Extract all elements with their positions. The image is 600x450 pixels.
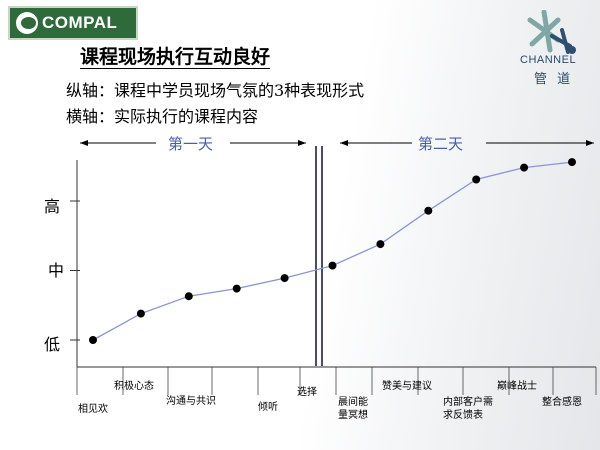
compal-logo-icon — [16, 12, 38, 34]
data-point — [280, 274, 289, 283]
y-level-mid: 中 — [48, 261, 65, 280]
data-point — [328, 261, 337, 270]
compal-logo-text: COMPAL — [42, 13, 118, 32]
data-point — [472, 175, 481, 184]
slide-title: 课程现场执行互动良好 — [80, 46, 271, 69]
x-category-label-line: 量冥想 — [338, 410, 368, 421]
data-point — [232, 284, 241, 293]
x-category-label: 选择 — [297, 386, 317, 399]
x-category-label-line: 积极心态 — [114, 381, 154, 392]
x-category-label-line: 内部客户需 — [443, 397, 493, 408]
x-category-label: 内部客户需 求反馈表 — [443, 396, 493, 422]
x-category-label: 沟通与共识 — [166, 395, 216, 408]
x-category-label: 整合感恩 — [542, 396, 582, 409]
series-line — [92, 161, 573, 341]
data-point — [376, 240, 385, 249]
day-two-arrowhead-right — [586, 140, 594, 146]
day-one-arrowhead-right — [298, 140, 306, 146]
data-point — [89, 336, 97, 344]
x-category-label: 晨间能 量冥想 — [338, 396, 368, 422]
y-level-high: 高 — [44, 197, 61, 216]
x-category-label: 相见欢 — [78, 403, 108, 416]
channel-logo-text: CHANNEL — [520, 54, 577, 66]
compal-logo: COMPAL — [8, 6, 138, 40]
day-one-label: 第一天 — [168, 135, 214, 153]
day-two-label: 第二天 — [418, 135, 464, 153]
day-two-arrowhead-left — [340, 140, 348, 146]
data-point — [136, 309, 145, 318]
x-category-label-line: 相见欢 — [78, 404, 108, 415]
channel-logo-cn-text: 管 道 — [534, 72, 574, 87]
x-category-label-line: 沟通与共识 — [166, 396, 216, 407]
x-category-label: 倾听 — [258, 401, 278, 414]
data-point — [184, 292, 193, 301]
x-category-label-line: 倾听 — [258, 402, 278, 413]
x-axis-description: 横轴：实际执行的课程内容 — [66, 107, 259, 126]
channel-logo: CHANNEL 管 道 — [518, 10, 598, 90]
x-category-label-line: 赞美与建议 — [382, 381, 432, 392]
data-point — [568, 158, 576, 167]
x-category-label: 积极心态 — [114, 380, 154, 393]
channel-logo-mark-icon — [527, 10, 576, 54]
y-level-low: 低 — [44, 335, 61, 354]
x-category-label-line: 选择 — [297, 387, 317, 398]
data-point — [424, 206, 433, 215]
x-category-label-line: 晨间能 — [338, 397, 368, 408]
day-one-arrowhead-left — [80, 140, 88, 146]
x-category-label-line: 巅峰战士 — [497, 381, 537, 392]
x-category-label-line: 求反馈表 — [443, 410, 483, 421]
x-category-label-line: 整合感恩 — [542, 397, 582, 408]
x-category-label: 赞美与建议 — [382, 380, 432, 393]
data-point — [520, 163, 529, 172]
y-axis-description: 纵轴：课程中学员现场气氛的3种表现形式 — [66, 81, 365, 100]
x-category-label: 巅峰战士 — [497, 380, 537, 393]
